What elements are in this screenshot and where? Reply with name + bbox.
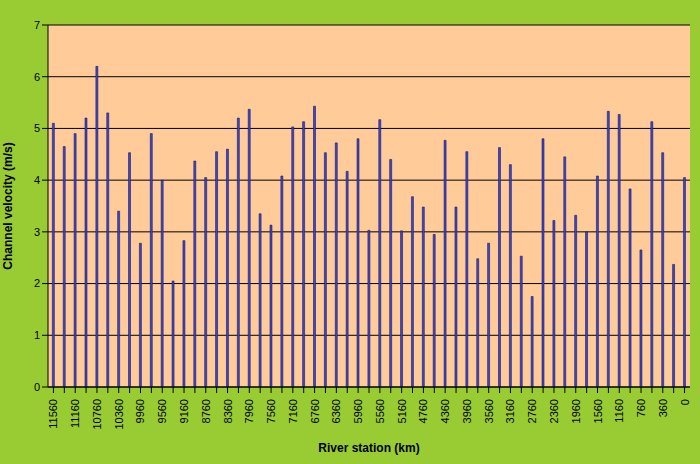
svg-text:4360: 4360: [439, 399, 451, 423]
svg-text:3960: 3960: [461, 399, 473, 423]
svg-text:8760: 8760: [200, 399, 212, 423]
svg-text:2360: 2360: [548, 399, 560, 423]
svg-text:5: 5: [34, 122, 40, 134]
svg-text:9560: 9560: [156, 399, 168, 423]
svg-text:River station (km): River station (km): [318, 441, 419, 455]
svg-text:11160: 11160: [69, 399, 81, 428]
svg-text:1: 1: [34, 329, 40, 341]
svg-text:6360: 6360: [330, 399, 342, 423]
svg-text:0: 0: [679, 399, 691, 405]
svg-text:6: 6: [34, 71, 40, 83]
svg-text:5560: 5560: [374, 399, 386, 423]
svg-text:8360: 8360: [222, 399, 234, 423]
svg-text:360: 360: [657, 399, 669, 417]
svg-text:4: 4: [34, 174, 40, 186]
svg-text:7160: 7160: [287, 399, 299, 423]
svg-text:0: 0: [34, 381, 40, 393]
svg-text:9960: 9960: [134, 399, 146, 423]
svg-text:7560: 7560: [265, 399, 277, 423]
svg-text:10760: 10760: [91, 399, 103, 430]
svg-text:760: 760: [635, 399, 647, 417]
svg-text:3: 3: [34, 226, 40, 238]
svg-text:5960: 5960: [352, 399, 364, 423]
svg-text:1160: 1160: [613, 399, 625, 423]
svg-text:7960: 7960: [243, 399, 255, 423]
svg-text:1960: 1960: [570, 399, 582, 423]
svg-text:9160: 9160: [178, 399, 190, 423]
svg-text:3560: 3560: [483, 399, 495, 423]
svg-text:2760: 2760: [526, 399, 538, 423]
svg-text:10360: 10360: [113, 399, 125, 430]
svg-text:7: 7: [34, 19, 40, 31]
svg-text:3160: 3160: [504, 399, 516, 423]
svg-text:1560: 1560: [592, 399, 604, 423]
svg-text:11560: 11560: [47, 399, 59, 429]
svg-text:4760: 4760: [417, 399, 429, 423]
svg-text:2: 2: [34, 277, 40, 289]
svg-text:6760: 6760: [309, 399, 321, 423]
svg-text:5160: 5160: [396, 399, 408, 423]
svg-text:Channel velocity (m/s): Channel velocity (m/s): [8, 142, 15, 269]
